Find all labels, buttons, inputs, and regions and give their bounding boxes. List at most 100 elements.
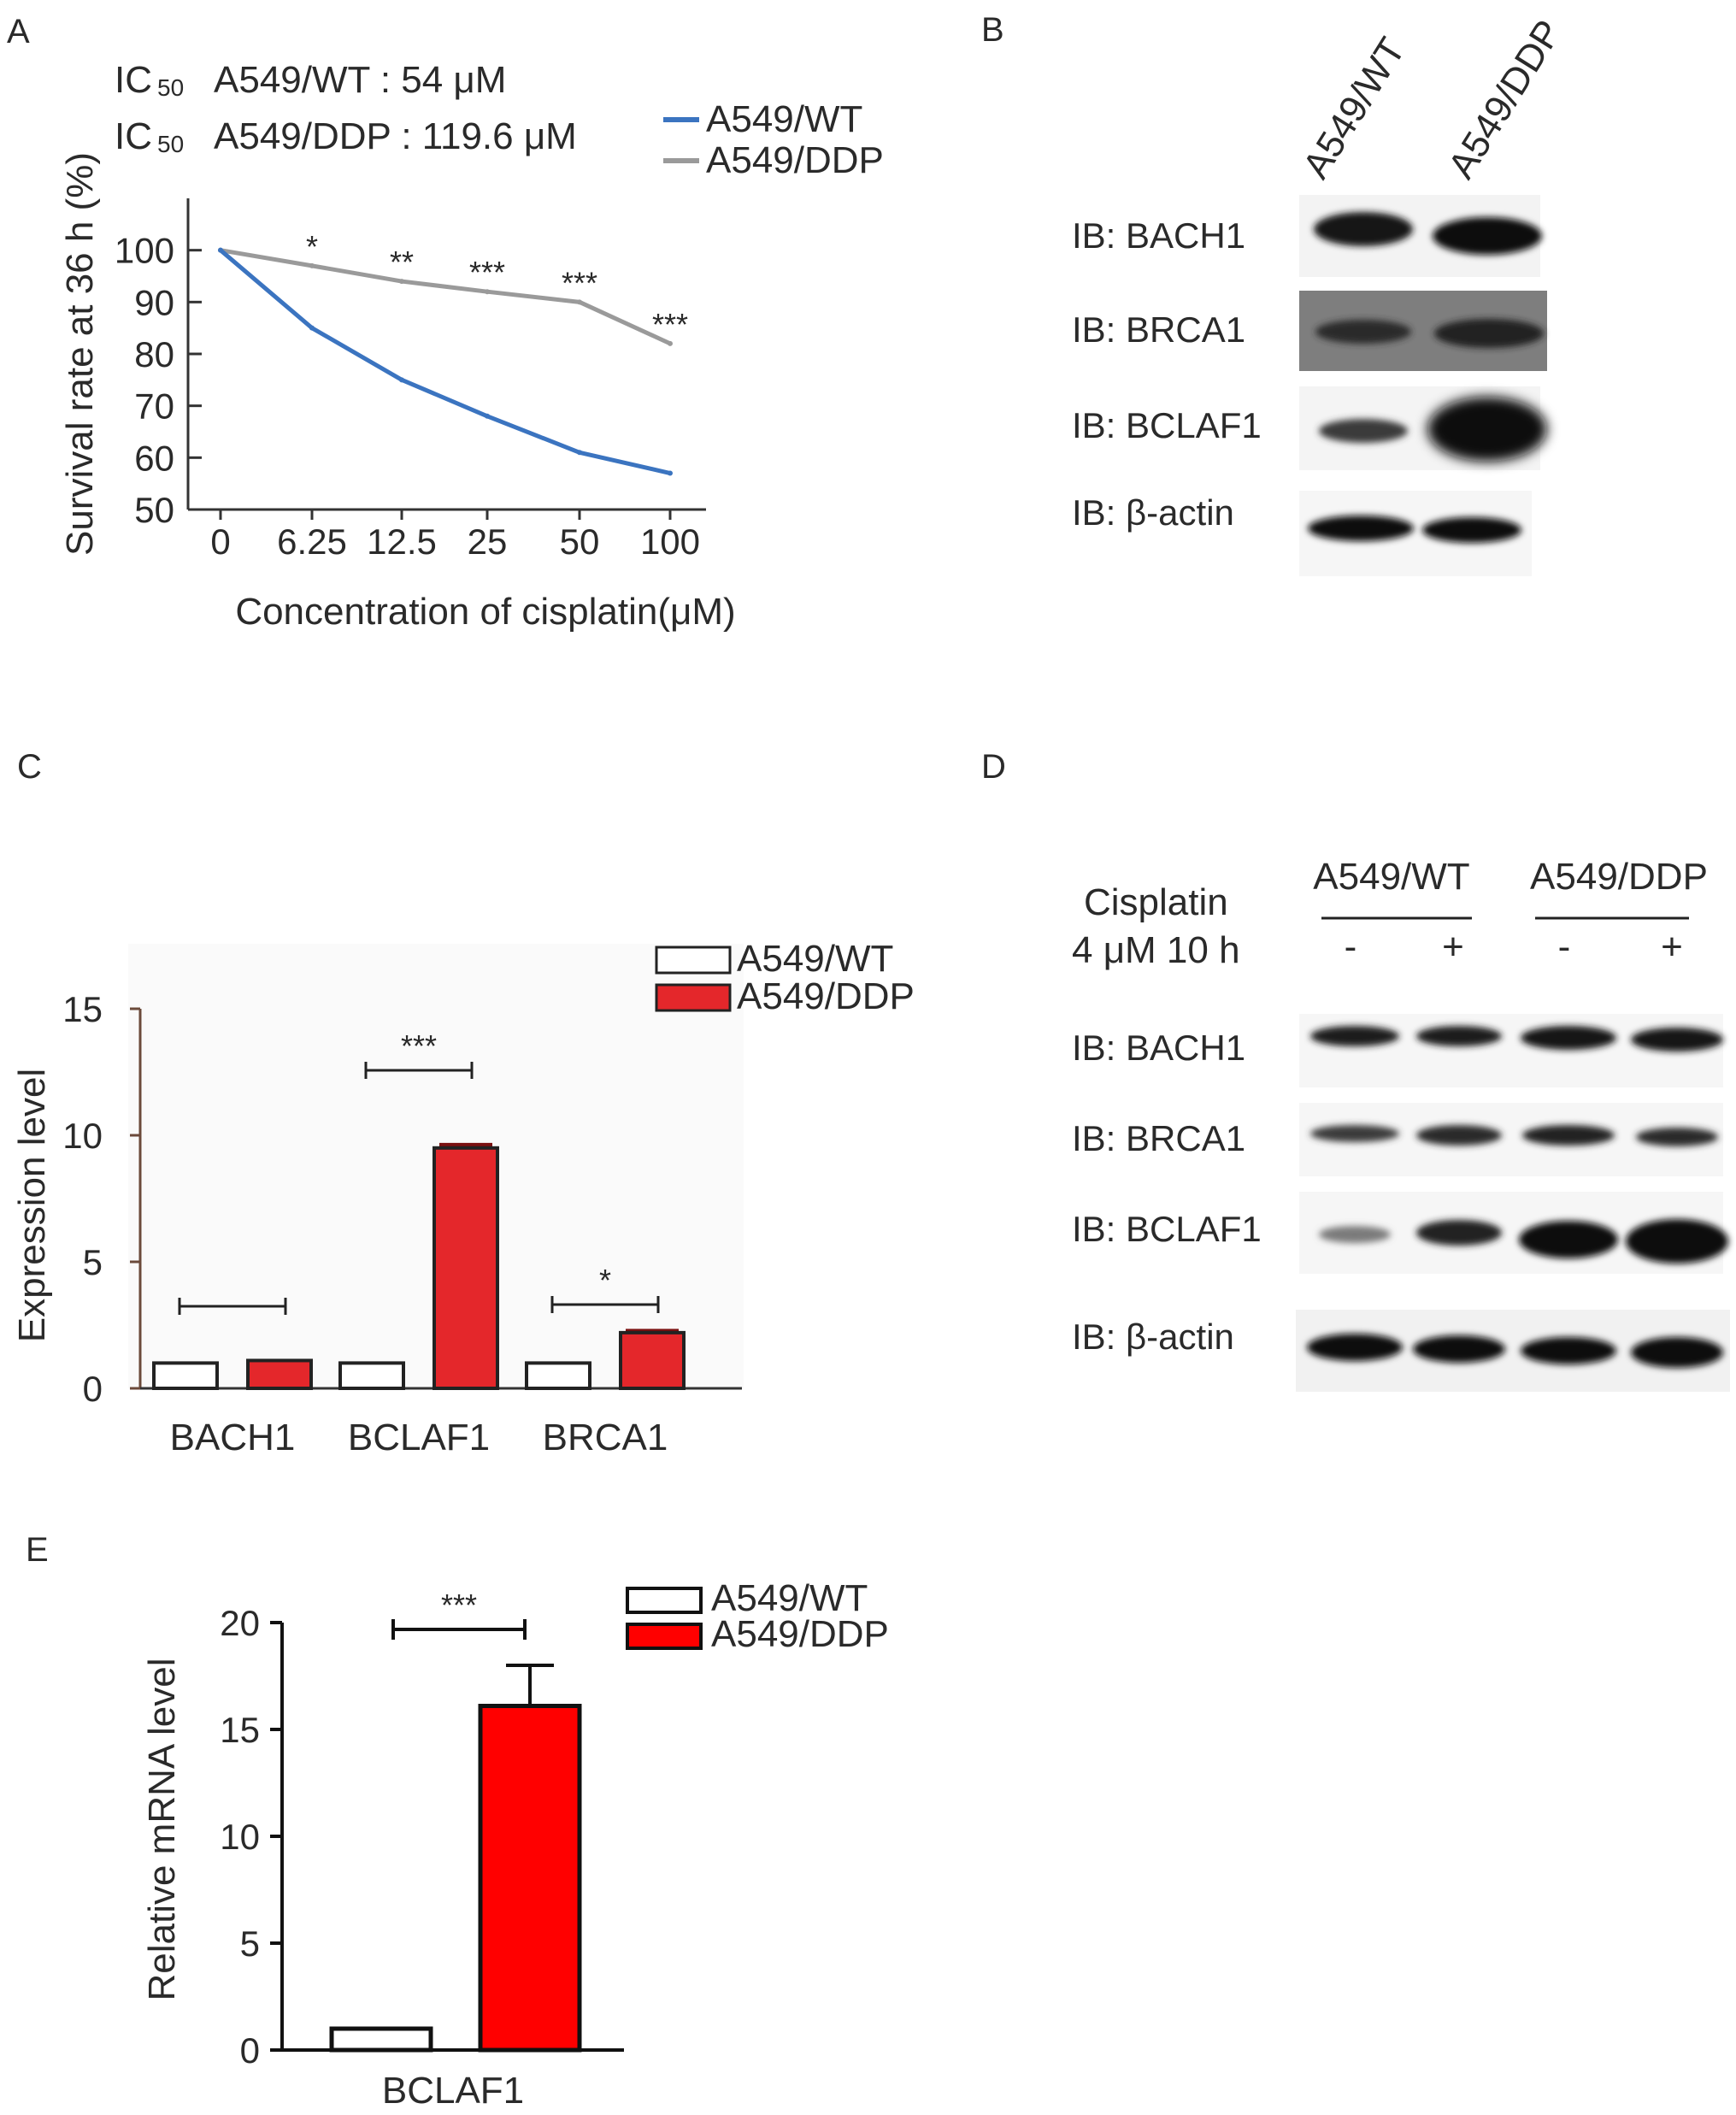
c-y-ticks: 15 10 5 0: [62, 989, 140, 1409]
b-band: [1422, 517, 1521, 543]
a-significance-mark: ***: [469, 255, 505, 290]
b-blot-actin: [1299, 491, 1532, 576]
c-y-label: Expression level: [11, 1069, 53, 1342]
ic50-line-2: IC 50 A549/DDP : 119.6 μM: [115, 115, 577, 157]
a-x-ticks: 0 6.25 12.5 25 50 100: [210, 510, 700, 562]
b-band: [1308, 515, 1414, 541]
ic50-text-2: A549/DDP : 119.6 μM: [214, 115, 577, 157]
d-band: [1631, 1028, 1723, 1052]
c-bar: [152, 1361, 219, 1391]
a-x-label: Concentration of cisplatin(μM): [235, 591, 735, 633]
e-significance-mark: ***: [441, 1588, 477, 1623]
a-data-point: [577, 299, 582, 305]
panel-letter-e: E: [26, 1531, 49, 1569]
c-significance: ****: [178, 1028, 660, 1315]
panel-letter-c: C: [17, 748, 42, 786]
legend-e-swatch-wt: [626, 1587, 703, 1614]
d-band: [1413, 1335, 1505, 1363]
d-band: [1626, 1219, 1728, 1264]
e-y-tick-label: 0: [240, 2030, 260, 2071]
panel-letter-a: A: [7, 13, 30, 50]
d-row-label-2: 4 μM 10 h: [1072, 929, 1240, 971]
a-y-label: Survival rate at 36 h (%): [59, 152, 101, 556]
c-y-tick-label: 0: [83, 1369, 103, 1409]
a-data-point: [485, 413, 490, 419]
c-bar: [246, 1358, 313, 1390]
a-significance-mark: ***: [652, 307, 688, 342]
ic50-line-1: IC 50 A549/WT : 54 μM: [115, 59, 506, 101]
a-x-tick-label: 12.5: [367, 521, 437, 562]
d-band: [1522, 1125, 1615, 1146]
d-band: [1416, 1026, 1502, 1046]
d-band: [1416, 1125, 1502, 1146]
b-blot-label-actin: IB: β-actin: [1072, 492, 1234, 533]
d-treatment-1: -: [1345, 926, 1357, 968]
c-bar: [525, 1361, 591, 1391]
panel-c: C A549/WT A549/DDP 15 10 5 0 BACH1 BCLAF1 BRC…: [11, 748, 915, 1458]
b-blot-label-bclaf1: IB: BCLAF1: [1072, 405, 1262, 445]
e-y-label: Relative mRNA level: [141, 1658, 183, 2000]
d-band: [1519, 1221, 1618, 1258]
a-y-tick-label: 50: [134, 490, 174, 530]
a-y-tick-label: 80: [134, 334, 174, 374]
e-significance: ***: [391, 1588, 527, 1640]
d-blot-brca1: [1299, 1103, 1723, 1176]
legend-c-label-ddp: A549/DDP: [737, 975, 915, 1017]
c-bar: [338, 1361, 405, 1391]
legend-a: A549/WT A549/DDP: [663, 98, 884, 181]
a-y-ticks: 100 90 80 70 60 50: [115, 231, 202, 530]
panel-e: E A549/WT A549/DDP 20 15 10 5 0 *** BCLAF1 R…: [26, 1531, 889, 2112]
legend-a-label-ddp: A549/DDP: [706, 139, 884, 181]
legend-c-label-wt: A549/WT: [737, 938, 893, 980]
d-blot-label-bclaf1: IB: BCLAF1: [1072, 1209, 1262, 1249]
a-data-point: [668, 470, 673, 476]
b-blot-bach1: [1299, 195, 1542, 277]
e-bars: [329, 1664, 582, 2053]
d-blot-actin: [1296, 1310, 1730, 1392]
a-y-tick-label: 60: [134, 438, 174, 478]
legend-e: A549/WT A549/DDP: [626, 1577, 889, 1655]
d-band: [1319, 1226, 1391, 1243]
b-band: [1315, 320, 1411, 344]
c-x-tick-label: BRCA1: [543, 1417, 668, 1458]
a-y-tick-label: 90: [134, 282, 174, 322]
legend-e-swatch-ddp: [626, 1623, 703, 1650]
a-significance-mark: **: [390, 244, 414, 280]
c-x-ticks: BACH1 BCLAF1 BRCA1: [170, 1417, 668, 1458]
c-y-tick-label: 5: [83, 1242, 103, 1282]
c-bar: [433, 1146, 499, 1391]
a-x-tick-label: 6.25: [277, 521, 347, 562]
d-treatment-2: +: [1442, 926, 1464, 968]
a-x-tick-label: 0: [210, 521, 230, 562]
d-blot-label-actin: IB: β-actin: [1072, 1317, 1234, 1357]
a-significance: * ** *** ******: [306, 229, 688, 342]
b-band: [1314, 212, 1413, 246]
e-y-ticks: 20 15 10 5 0: [220, 1603, 282, 2071]
a-data-point: [577, 450, 582, 456]
a-x-tick-label: 100: [640, 521, 700, 562]
legend-c-swatch-wt: [655, 946, 732, 975]
d-blot-label-bach1: IB: BACH1: [1072, 1028, 1245, 1068]
d-treatment-3: -: [1558, 926, 1571, 968]
a-significance-mark: *: [306, 229, 318, 264]
e-y-tick-label: 20: [220, 1603, 260, 1643]
c-x-tick-label: BACH1: [170, 1417, 296, 1458]
ic50-sub-1: 50: [157, 74, 184, 101]
b-band: [1433, 217, 1542, 255]
panel-a: A IC 50 A549/WT : 54 μM IC 50 A549/DDP :…: [7, 13, 884, 633]
d-treatment-4: +: [1661, 926, 1683, 968]
a-data-point: [668, 340, 673, 346]
c-bar: [619, 1330, 686, 1391]
d-band: [1310, 1026, 1399, 1046]
legend-e-label-wt: A549/WT: [711, 1577, 868, 1619]
d-band: [1636, 1128, 1718, 1146]
ic50-text-1: A549/WT : 54 μM: [214, 59, 506, 101]
a-series-line: [219, 248, 671, 475]
b-blot-label-brca1: IB: BRCA1: [1072, 309, 1245, 350]
c-bars: [152, 1142, 686, 1391]
b-blot-label-bach1: IB: BACH1: [1072, 215, 1245, 256]
legend-c: A549/WT A549/DDP: [655, 938, 915, 1017]
a-data-point: [399, 377, 404, 383]
ic50-prefix-2: IC: [115, 115, 152, 157]
d-band: [1307, 1334, 1403, 1361]
